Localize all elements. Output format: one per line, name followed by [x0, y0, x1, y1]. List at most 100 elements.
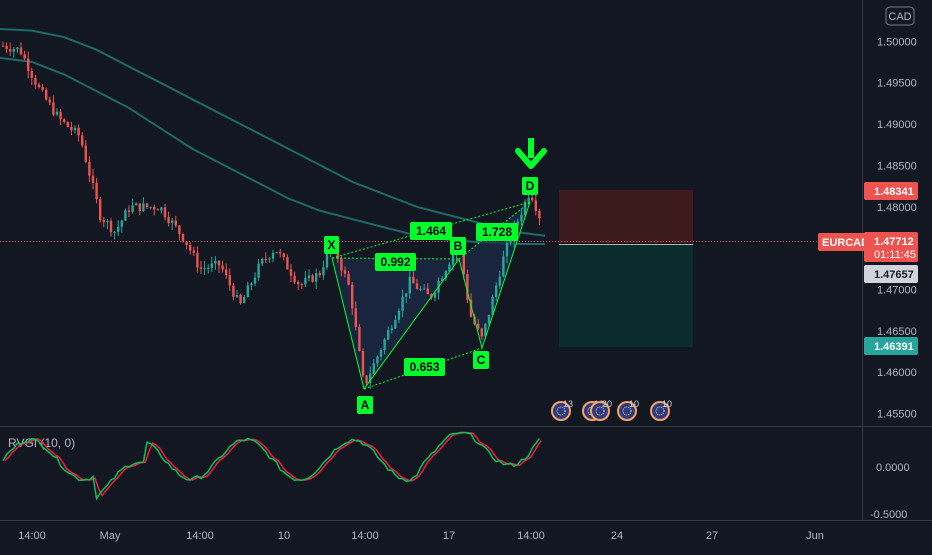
- event-badge-4[interactable]: 10: [650, 399, 672, 421]
- candle-body: [451, 254, 455, 265]
- indicator-title[interactable]: RVGI (10, 0): [8, 436, 75, 450]
- ratio-line-xb: [331, 257, 460, 260]
- main-pane: [0, 0, 862, 426]
- event-count: 20: [602, 399, 612, 409]
- candle-body: [444, 271, 447, 279]
- candle-body: [408, 276, 411, 294]
- candle-body: [315, 273, 318, 282]
- ratio-line-ac: [363, 347, 483, 390]
- event-badge-0[interactable]: 13: [551, 399, 573, 421]
- candle-body: [289, 269, 293, 276]
- candle-body: [149, 206, 152, 208]
- candle-body: [117, 226, 120, 232]
- candle-body: [405, 293, 408, 297]
- pattern-point-labels: X A B C D: [324, 177, 538, 414]
- candle-body: [376, 356, 379, 364]
- candle-body: [37, 84, 41, 88]
- candle-body: [379, 350, 383, 357]
- stop-price-text: 1.48341: [874, 186, 914, 198]
- candle-body: [538, 210, 541, 219]
- time-axis[interactable]: 14:00 May 14:00 10 14:00 17 14:00 24 27 Jun: [18, 530, 824, 542]
- symbol-tag[interactable]: [818, 233, 866, 251]
- candle-body: [243, 297, 246, 304]
- candle-body: [268, 258, 271, 260]
- ratio-ac-label: 0.653: [409, 360, 439, 374]
- price-tick-6: 1.47000: [877, 285, 917, 297]
- candle-body: [23, 54, 26, 59]
- currency-badge[interactable]: [885, 6, 915, 26]
- candle-body: [372, 363, 375, 374]
- price-axis[interactable]: 1.500001.495001.490001.485001.480001.475…: [877, 36, 917, 420]
- symbol-text: EURCAD: [822, 237, 869, 249]
- candle-body: [214, 260, 217, 264]
- candle-body: [484, 323, 487, 337]
- candle-body: [487, 314, 491, 324]
- candle-body: [491, 296, 494, 315]
- candle-body: [534, 200, 537, 211]
- candle-body: [505, 242, 509, 257]
- event-badges[interactable]: 1310201010: [551, 399, 672, 421]
- candle-body: [163, 207, 167, 218]
- candle-body: [207, 268, 210, 270]
- point-d-badge: [522, 177, 538, 195]
- indicator-tick-0: 0.0000: [876, 462, 910, 474]
- candle-body: [210, 263, 213, 269]
- time-tick-8: 27: [706, 530, 718, 542]
- candle-body: [59, 111, 62, 120]
- point-b-badge: [450, 237, 466, 255]
- price-tick-2: 1.49000: [877, 119, 917, 131]
- candle-body: [480, 328, 483, 337]
- target-price-text: 1.46391: [874, 341, 914, 353]
- candle-body: [52, 102, 55, 115]
- candle-body: [9, 49, 12, 52]
- candle-body: [109, 220, 113, 233]
- stop-loss-zone[interactable]: [559, 190, 693, 243]
- point-b-label: B: [454, 239, 463, 253]
- currency-label: CAD: [888, 11, 911, 23]
- point-d-label: D: [526, 179, 535, 193]
- ratio-bd-label: 1.728: [482, 225, 512, 239]
- event-count: 10: [629, 399, 639, 409]
- entry-price-text: 1.47657: [874, 269, 914, 281]
- candle-body: [84, 145, 87, 162]
- point-x-badge: [324, 236, 339, 254]
- candle-body: [66, 121, 69, 127]
- candle-body: [41, 87, 44, 90]
- ratio-xd-label: 1.464: [416, 224, 446, 238]
- candle-body: [466, 274, 469, 300]
- time-tick-4: 14:00: [351, 530, 379, 542]
- candle-body: [113, 231, 116, 233]
- candle-body: [171, 220, 174, 224]
- take-profit-zone[interactable]: [559, 245, 693, 347]
- rvgi-main-line: [2, 431, 541, 501]
- ratio-xb-badge: [375, 253, 416, 271]
- candle-body: [527, 197, 530, 202]
- candle-body: [401, 296, 404, 311]
- candle-body: [160, 207, 163, 211]
- candle-body: [322, 267, 325, 276]
- event-flag-icon: [590, 401, 610, 421]
- candle-body: [1, 45, 5, 47]
- entry-price-tag: [864, 265, 918, 283]
- candle-body: [279, 252, 282, 254]
- event-badge-2[interactable]: 20: [590, 399, 612, 421]
- candle-body: [361, 350, 365, 376]
- candle-body: [178, 225, 181, 234]
- event-flag-icon: [617, 401, 637, 421]
- candle-body: [221, 265, 224, 270]
- candle-body: [340, 258, 343, 271]
- candle-body: [138, 203, 141, 211]
- candle-body: [387, 330, 390, 340]
- event-stars-icon: [622, 406, 632, 416]
- candle-body: [91, 175, 95, 183]
- candle-body: [81, 135, 84, 146]
- candle-body: [55, 111, 59, 115]
- point-a-label: A: [361, 398, 370, 412]
- event-badge-3[interactable]: 10: [617, 399, 639, 421]
- candle-body: [27, 58, 30, 72]
- ratio-xb-label: 0.992: [380, 255, 410, 269]
- candle-body: [225, 269, 228, 276]
- rvgi-signal-line: [4, 431, 543, 498]
- candle-body: [516, 221, 519, 226]
